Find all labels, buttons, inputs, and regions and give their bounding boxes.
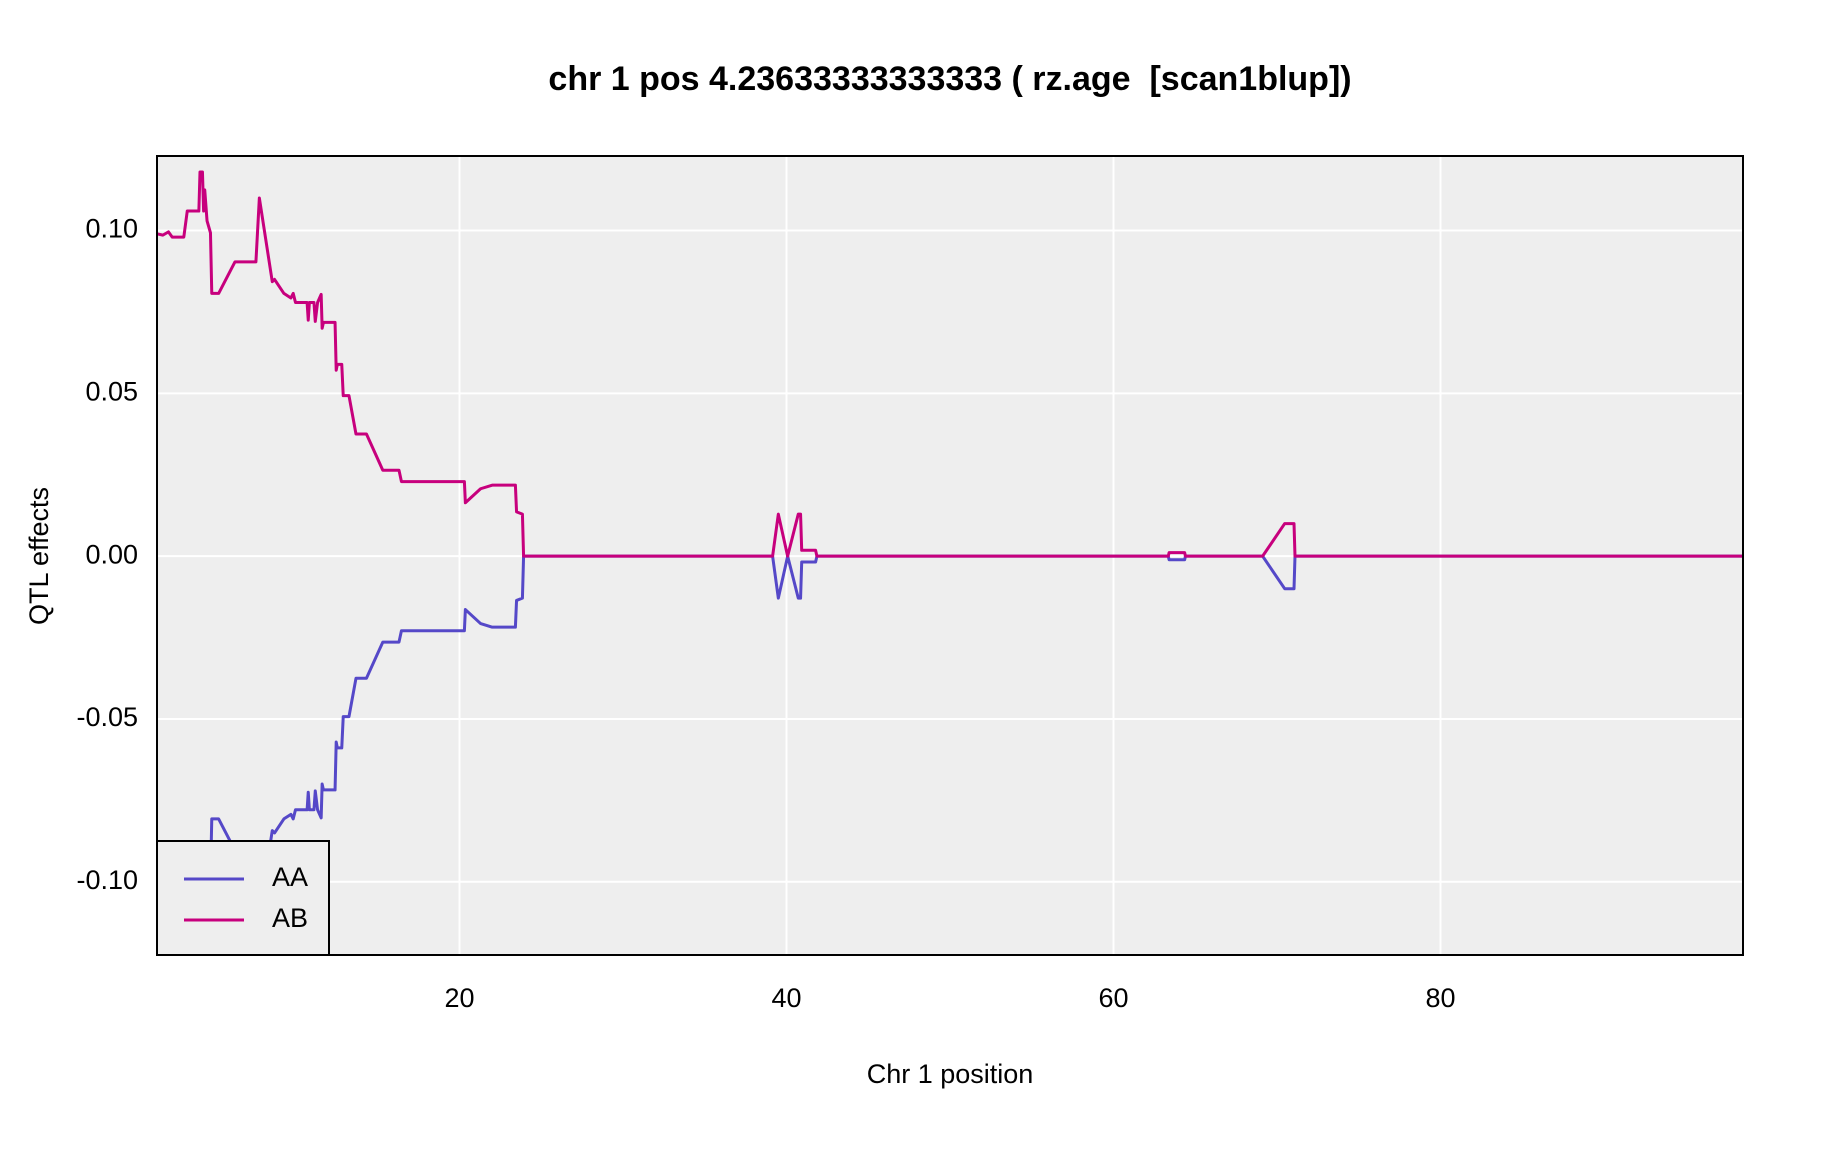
- x-tick-label: 40: [771, 983, 801, 1013]
- x-tick-label: 80: [1425, 983, 1455, 1013]
- series-line: [156, 170, 1743, 558]
- y-tick-label: -0.05: [76, 702, 138, 732]
- plot-border: [156, 155, 1744, 956]
- y-tick-label: 0.00: [85, 539, 138, 569]
- x-tick-label: 60: [1098, 983, 1128, 1013]
- y-tick-label: -0.10: [76, 865, 138, 895]
- legend-label: AA: [272, 862, 308, 892]
- y-tick-label: 0.10: [85, 214, 138, 244]
- chart-title: chr 1 pos 4.23633333333333 ( rz.age [sca…: [548, 60, 1351, 98]
- y-axis-label: QTL effects: [24, 487, 54, 625]
- legend-label: AB: [272, 903, 308, 933]
- x-axis-label: Chr 1 position: [867, 1059, 1034, 1089]
- y-tick-label: 0.05: [85, 376, 138, 406]
- x-tick-label: 20: [444, 983, 474, 1013]
- legend-box: [156, 840, 330, 956]
- legend: AA AB: [156, 840, 330, 956]
